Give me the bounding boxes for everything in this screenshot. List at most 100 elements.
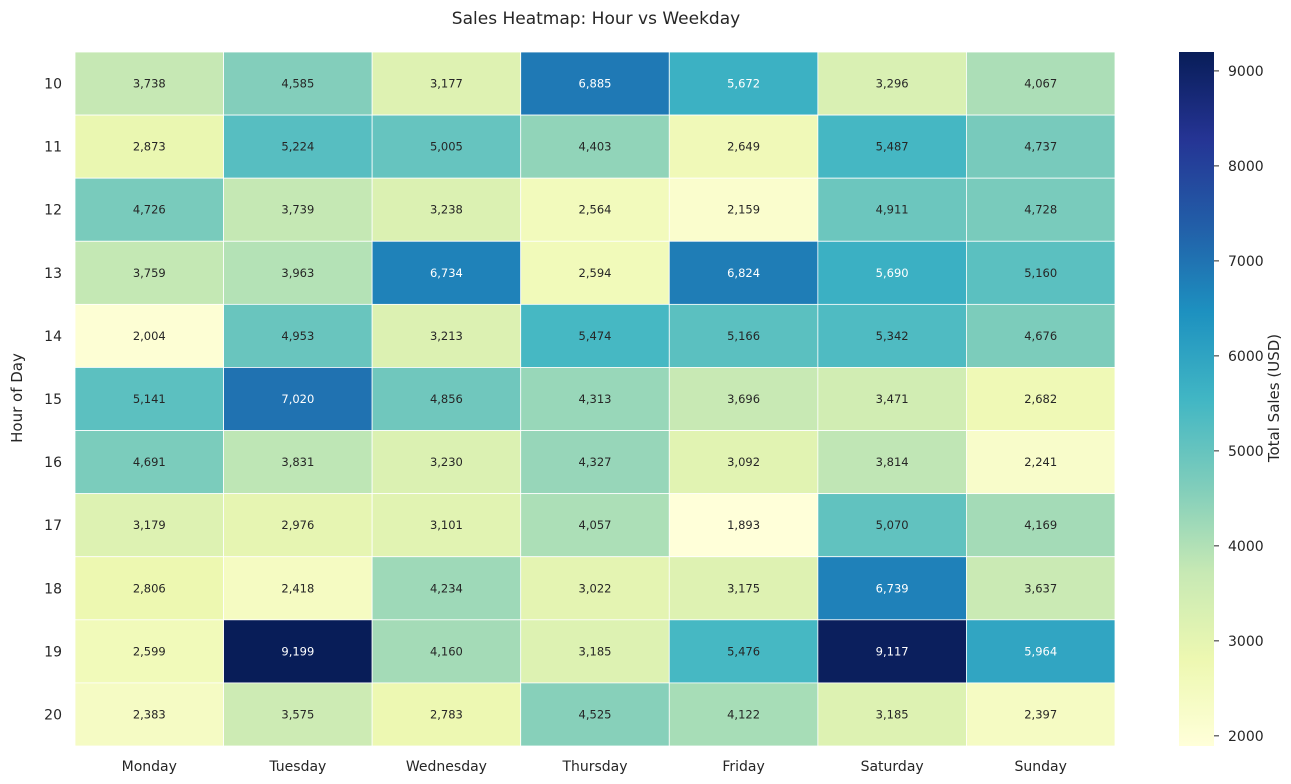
heatmap-cell: [668, 493, 819, 558]
cell-value-label: 5,487: [876, 140, 909, 154]
heatmap-cell: [74, 619, 224, 684]
y-tick-label: 15: [44, 392, 62, 408]
cell-value-label: 2,806: [133, 581, 166, 595]
cell-value-label: 4,067: [1024, 77, 1057, 91]
cell-value-label: 6,734: [430, 266, 463, 280]
cell-value-label: 3,814: [876, 455, 909, 469]
cell-value-label: 2,599: [133, 644, 166, 658]
cell-value-label: 2,418: [281, 581, 314, 595]
cell-value-label: 5,160: [1024, 266, 1057, 280]
heatmap-cell: [74, 240, 224, 305]
heatmap-cell: [74, 51, 224, 116]
cell-value-label: 3,759: [133, 266, 166, 280]
cell-value-label: 3,230: [430, 455, 463, 469]
heatmap-cell: [74, 556, 224, 621]
heatmap-cell: [966, 240, 1116, 305]
cell-value-label: 3,238: [430, 203, 463, 217]
heatmap-cell: [668, 177, 819, 242]
cell-value-label: 3,185: [876, 707, 909, 721]
heatmap-cell: [817, 556, 967, 621]
cell-value-label: 2,241: [1024, 455, 1057, 469]
cell-value-label: 3,175: [727, 581, 760, 595]
cell-value-label: 5,690: [876, 266, 909, 280]
heatmap-cell: [668, 430, 819, 495]
heatmap-cell: [520, 619, 670, 684]
cell-value-label: 4,737: [1024, 140, 1057, 154]
heatmap-cell: [74, 177, 224, 242]
heatmap-cell: [371, 177, 522, 242]
y-tick-label: 18: [44, 581, 62, 597]
heatmap-cell: [817, 177, 967, 242]
cell-value-label: 7,020: [281, 392, 314, 406]
cell-value-label: 5,224: [281, 140, 314, 154]
cell-value-label: 4,726: [133, 203, 166, 217]
heatmap-cell: [966, 367, 1116, 431]
heatmap-cell: [966, 493, 1116, 558]
cell-value-label: 5,141: [133, 392, 166, 406]
x-tick-label: Saturday: [861, 759, 924, 775]
heatmap-cell: [817, 240, 967, 305]
cell-value-label: 4,691: [133, 455, 166, 469]
heatmap-cell: [520, 682, 670, 747]
y-tick-label: 10: [44, 77, 62, 93]
cell-value-label: 6,739: [876, 581, 909, 595]
heatmap-cell: [520, 493, 670, 558]
cell-value-label: 4,057: [579, 518, 612, 532]
heatmap-cell: [223, 51, 373, 116]
cell-value-label: 2,594: [579, 266, 612, 280]
cell-value-label: 3,738: [133, 77, 166, 91]
y-tick-label: 12: [44, 203, 62, 219]
colorbar-tick-label: 8000: [1228, 159, 1264, 175]
cell-value-label: 3,831: [281, 455, 314, 469]
cell-value-label: 4,160: [430, 644, 463, 658]
x-tick-label: Wednesday: [406, 759, 487, 775]
cell-value-label: 4,585: [281, 77, 314, 91]
heatmap-cell: [668, 367, 819, 431]
colorbar-tick-label: 3000: [1228, 634, 1264, 650]
cell-value-label: 3,185: [579, 644, 612, 658]
cell-value-label: 4,169: [1024, 518, 1057, 532]
heatmap-cell: [520, 367, 670, 431]
x-tick-label: Thursday: [561, 759, 627, 775]
heatmap-cell: [966, 619, 1116, 684]
x-tick-label: Sunday: [1015, 759, 1067, 775]
heatmap-cell: [668, 51, 819, 116]
cell-value-label: 3,575: [281, 707, 314, 721]
cell-value-label: 9,117: [876, 644, 909, 658]
cell-value-label: 4,728: [1024, 203, 1057, 217]
heatmap-cell: [668, 556, 819, 621]
cell-value-label: 4,234: [430, 581, 463, 595]
cell-value-label: 2,976: [281, 518, 314, 532]
cell-value-label: 4,911: [876, 203, 909, 217]
cell-value-label: 3,177: [430, 77, 463, 91]
heatmap-cell: [371, 51, 522, 116]
cell-value-label: 5,342: [876, 329, 909, 343]
cell-value-label: 2,004: [133, 329, 166, 343]
cell-value-label: 1,893: [727, 518, 760, 532]
y-tick-label: 20: [44, 707, 62, 723]
heatmap-cell: [817, 493, 967, 558]
colorbar-tick-label: 4000: [1228, 539, 1264, 555]
y-tick-label: 11: [44, 140, 62, 156]
heatmap-cell: [966, 303, 1116, 368]
cell-value-label: 2,649: [727, 140, 760, 154]
heatmap-cell: [520, 430, 670, 495]
colorbar-tick-label: 6000: [1228, 349, 1264, 365]
heatmap-cell: [966, 682, 1116, 747]
cell-value-label: 3,739: [281, 203, 314, 217]
cell-value-label: 5,672: [727, 77, 760, 91]
heatmap-cell: [371, 682, 522, 747]
heatmap-cell: [371, 367, 522, 431]
y-tick-label: 16: [44, 455, 62, 471]
heatmap-cell: [223, 177, 373, 242]
heatmap-cell: [74, 430, 224, 495]
heatmap-cell: [371, 303, 522, 368]
cell-value-label: 2,682: [1024, 392, 1057, 406]
cell-value-label: 2,873: [133, 140, 166, 154]
heatmap-cell: [966, 177, 1116, 242]
heatmap-cell: [520, 51, 670, 116]
heatmap-cell: [74, 367, 224, 431]
heatmap-cell: [371, 430, 522, 495]
heatmap-cells: 3,738 4,585 3,177 6,885 5,672 3,296 4,067 2,873…: [74, 51, 1116, 747]
